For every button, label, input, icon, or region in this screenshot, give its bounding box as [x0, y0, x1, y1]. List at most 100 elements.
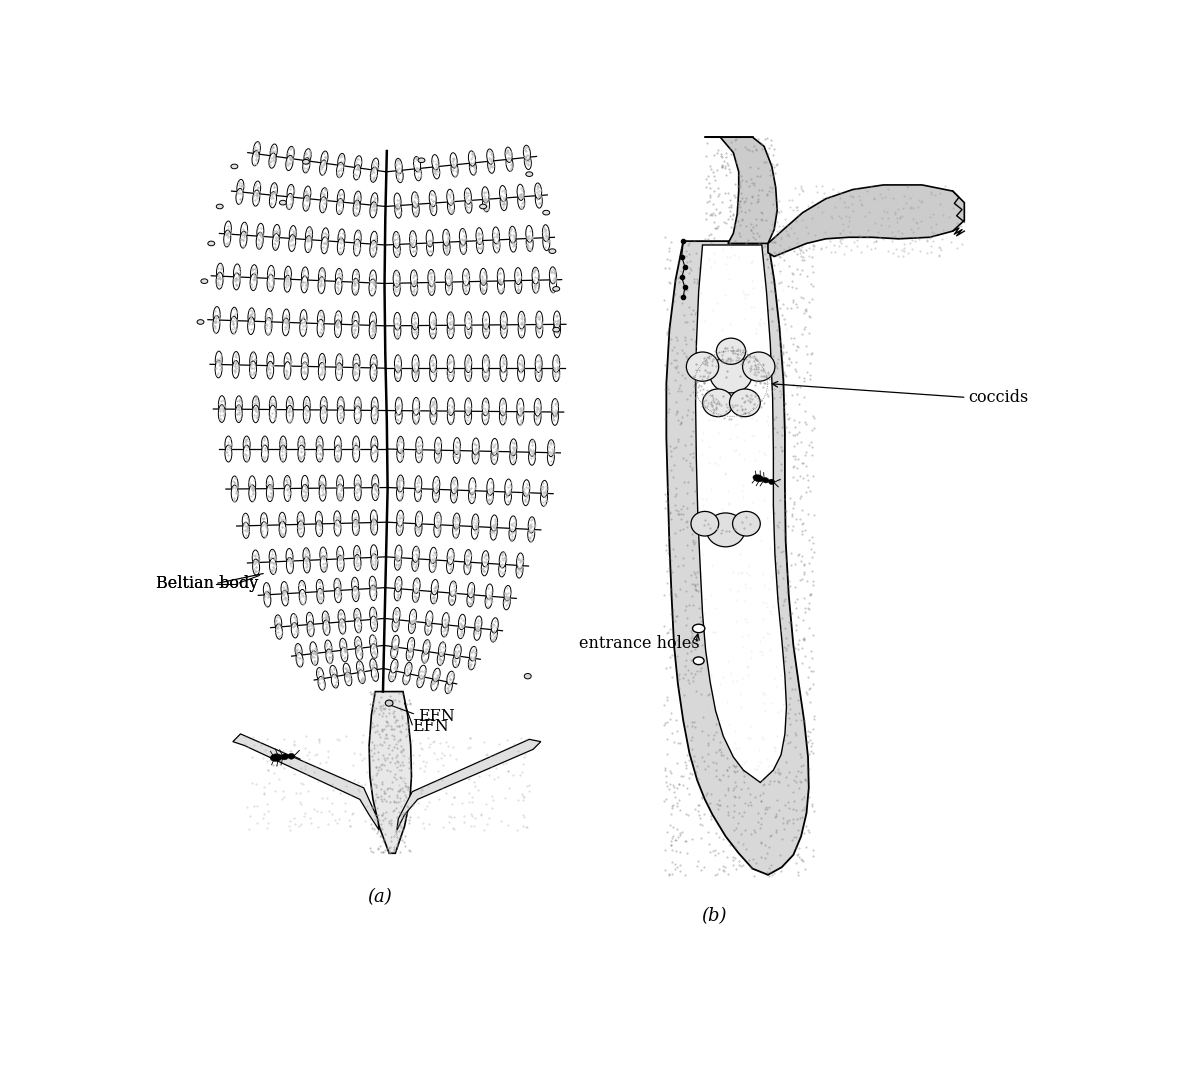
Ellipse shape — [532, 268, 539, 284]
Ellipse shape — [261, 445, 268, 462]
Ellipse shape — [284, 361, 291, 380]
Ellipse shape — [410, 240, 417, 257]
Ellipse shape — [430, 397, 437, 415]
Ellipse shape — [528, 448, 535, 465]
Ellipse shape — [509, 227, 516, 243]
Ellipse shape — [370, 364, 377, 381]
Ellipse shape — [447, 320, 454, 339]
Ellipse shape — [427, 238, 434, 256]
Ellipse shape — [435, 437, 441, 454]
Ellipse shape — [542, 224, 550, 242]
Ellipse shape — [273, 233, 279, 250]
Ellipse shape — [353, 519, 359, 535]
Ellipse shape — [526, 234, 533, 251]
Ellipse shape — [504, 586, 511, 601]
Ellipse shape — [230, 308, 237, 325]
Ellipse shape — [248, 317, 255, 334]
Text: EFN: EFN — [412, 718, 449, 735]
Ellipse shape — [269, 153, 277, 168]
Ellipse shape — [464, 559, 471, 575]
Ellipse shape — [535, 192, 542, 208]
Ellipse shape — [395, 545, 402, 561]
Ellipse shape — [318, 677, 325, 691]
Ellipse shape — [372, 159, 379, 174]
Ellipse shape — [470, 160, 477, 175]
Ellipse shape — [267, 361, 274, 379]
Ellipse shape — [249, 484, 256, 502]
Ellipse shape — [428, 278, 435, 296]
Ellipse shape — [524, 673, 532, 679]
Ellipse shape — [297, 511, 304, 528]
Ellipse shape — [510, 235, 516, 252]
Ellipse shape — [254, 181, 261, 197]
Ellipse shape — [299, 318, 306, 337]
Ellipse shape — [355, 155, 362, 170]
Ellipse shape — [274, 615, 281, 630]
Ellipse shape — [249, 476, 255, 493]
Ellipse shape — [447, 407, 454, 424]
Ellipse shape — [430, 407, 437, 424]
Ellipse shape — [397, 446, 404, 462]
Ellipse shape — [491, 438, 498, 455]
Ellipse shape — [395, 193, 401, 209]
Ellipse shape — [411, 556, 418, 571]
Ellipse shape — [504, 488, 511, 505]
Ellipse shape — [354, 475, 361, 492]
Ellipse shape — [269, 549, 277, 565]
Ellipse shape — [216, 272, 223, 289]
Ellipse shape — [433, 486, 440, 503]
Ellipse shape — [529, 439, 535, 456]
Ellipse shape — [311, 651, 318, 666]
Ellipse shape — [503, 595, 510, 610]
Ellipse shape — [465, 188, 471, 204]
Ellipse shape — [336, 363, 342, 381]
Text: EFN: EFN — [417, 708, 454, 725]
Ellipse shape — [433, 164, 440, 179]
Ellipse shape — [441, 622, 448, 637]
Ellipse shape — [517, 355, 524, 372]
Ellipse shape — [483, 320, 490, 339]
Ellipse shape — [410, 231, 416, 248]
Ellipse shape — [370, 279, 375, 296]
Ellipse shape — [432, 677, 439, 691]
Ellipse shape — [509, 516, 516, 532]
Ellipse shape — [533, 276, 539, 293]
Ellipse shape — [284, 353, 291, 370]
Ellipse shape — [465, 398, 472, 415]
Ellipse shape — [271, 144, 278, 160]
Ellipse shape — [526, 226, 533, 243]
Ellipse shape — [371, 616, 378, 631]
Ellipse shape — [498, 561, 505, 577]
Ellipse shape — [515, 276, 522, 293]
Ellipse shape — [253, 559, 260, 575]
Ellipse shape — [316, 579, 323, 595]
Ellipse shape — [486, 584, 492, 599]
Ellipse shape — [336, 484, 343, 501]
Ellipse shape — [335, 269, 342, 286]
Ellipse shape — [411, 278, 417, 296]
Ellipse shape — [302, 353, 309, 371]
Ellipse shape — [483, 364, 490, 382]
Ellipse shape — [472, 514, 479, 530]
Ellipse shape — [517, 185, 524, 201]
Ellipse shape — [451, 477, 458, 494]
Ellipse shape — [281, 754, 288, 760]
Ellipse shape — [414, 578, 420, 593]
Ellipse shape — [303, 158, 310, 173]
Ellipse shape — [319, 160, 327, 175]
Ellipse shape — [354, 406, 361, 424]
Ellipse shape — [322, 228, 329, 245]
Ellipse shape — [317, 588, 324, 604]
Ellipse shape — [336, 475, 343, 492]
Ellipse shape — [517, 364, 524, 382]
Ellipse shape — [265, 317, 272, 336]
Ellipse shape — [474, 625, 482, 640]
Ellipse shape — [341, 647, 348, 661]
Ellipse shape — [437, 651, 445, 666]
Ellipse shape — [534, 408, 541, 425]
Ellipse shape — [497, 268, 504, 285]
Ellipse shape — [393, 279, 401, 297]
Ellipse shape — [459, 614, 466, 630]
Ellipse shape — [465, 407, 472, 425]
Ellipse shape — [353, 354, 360, 372]
